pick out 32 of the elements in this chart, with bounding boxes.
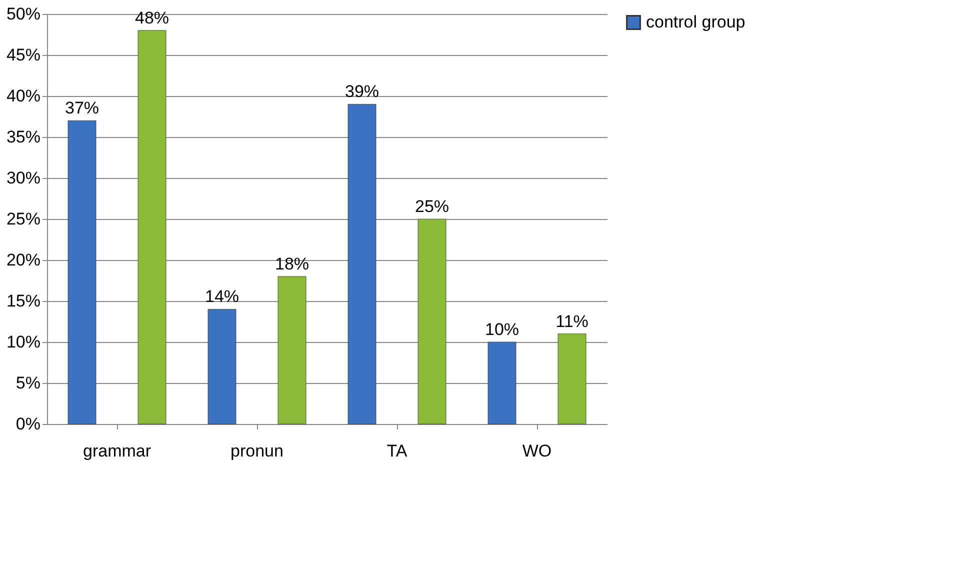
x-tick-label: WO <box>522 442 552 460</box>
y-tick-label: 45% <box>6 46 40 64</box>
data-label: 25% <box>414 197 450 216</box>
bar <box>348 104 376 424</box>
y-tick-label: 50% <box>6 4 40 24</box>
bar <box>278 276 306 424</box>
bar <box>68 120 96 424</box>
legend-label: control group <box>646 12 746 32</box>
bar <box>558 334 586 424</box>
x-tick-label: grammar <box>82 442 152 460</box>
y-tick-label: 10% <box>6 332 40 352</box>
y-tick-label: 5% <box>16 374 40 392</box>
bar <box>208 309 236 424</box>
data-label: 14% <box>204 287 240 306</box>
bar <box>418 218 446 424</box>
data-label: 10% <box>484 320 520 339</box>
data-label: 48% <box>134 8 170 28</box>
x-tick-label: pronun <box>230 442 284 460</box>
y-tick-label: 0% <box>16 414 40 434</box>
data-label: 37% <box>64 98 100 118</box>
bar <box>138 30 166 424</box>
x-tick-label: TA <box>386 442 408 460</box>
data-label: 39% <box>344 82 380 102</box>
y-tick-label: 40% <box>6 86 40 106</box>
y-tick-label: 15% <box>6 292 40 310</box>
data-label: 11% <box>556 312 588 331</box>
data-label: 18% <box>274 254 310 274</box>
y-tick-label: 35% <box>6 128 40 146</box>
bar <box>488 342 516 424</box>
y-tick-label: 30% <box>6 168 40 188</box>
y-tick-label: 25% <box>6 210 40 228</box>
y-tick-label: 20% <box>6 250 40 270</box>
